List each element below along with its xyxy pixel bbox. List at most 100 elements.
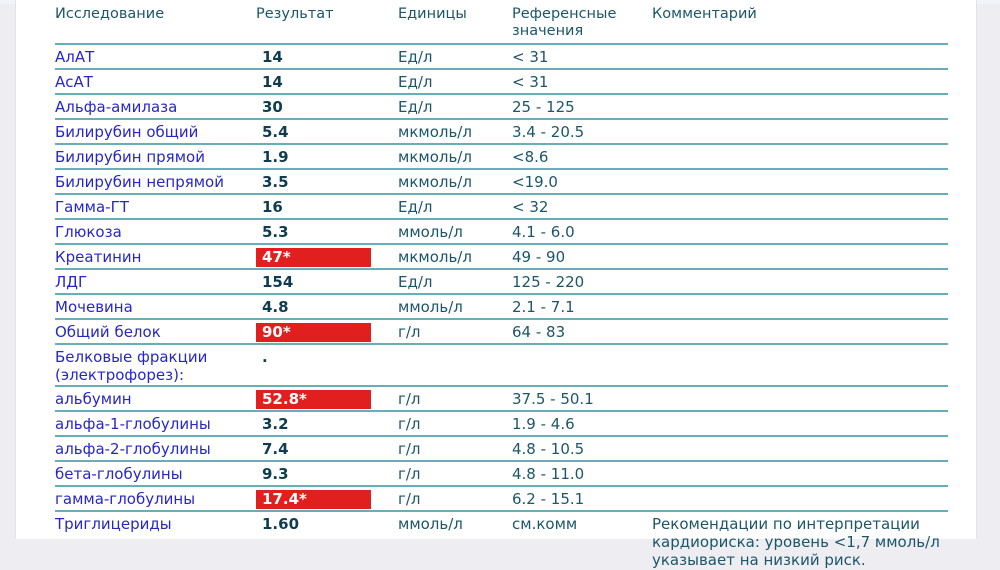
cell-test-name: Общий белок [55,319,256,345]
result-value: 154 [262,273,294,291]
cell-comment [652,436,948,462]
cell-reference: 37.5 - 50.1 [512,386,652,412]
cell-units: Ед/л [398,269,512,295]
result-value: 30 [262,98,283,116]
test-name: Гамма-ГТ [55,198,129,216]
cell-units: мкмоль/л [398,119,512,145]
result-value: 16 [262,198,283,216]
test-name: АлАТ [55,48,95,66]
table-row: альфа-1-глобулины 3.2 г/л 1.9 - 4.6 [55,411,948,437]
cell-units: г/л [398,436,512,462]
cell-comment [652,319,948,345]
test-name: бета-глобулины [55,465,183,483]
test-name: Билирубин общий [55,123,199,141]
cell-reference: 49 - 90 [512,244,652,270]
units-value: г/л [398,465,421,483]
table-row: альбумин 52.8* г/л 37.5 - 50.1 [55,386,948,412]
table-header-row: Исследование Результат Единицы Референсн… [55,4,948,45]
cell-units: Ед/л [398,194,512,220]
cell-units: ммоль/л [398,511,512,570]
result-value-flagged: 47* [256,248,371,267]
cell-units: мкмоль/л [398,244,512,270]
cell-comment [652,219,948,245]
table-row: Общий белок 90* г/л 64 - 83 [55,319,948,345]
table-row: ЛДГ 154 Ед/л 125 - 220 [55,269,948,295]
cell-units: г/л [398,386,512,412]
cell-test-name: Креатинин [55,244,256,270]
lab-results-table-container: Исследование Результат Единицы Референсн… [16,0,976,570]
result-value-flagged: 90* [256,323,371,342]
cell-reference: < 31 [512,69,652,95]
cell-comment [652,344,948,387]
cell-test-name: альфа-2-глобулины [55,436,256,462]
units-value: Ед/л [398,98,433,116]
result-value: 14 [262,73,283,91]
cell-result: 47* [256,244,398,270]
column-header-test: Исследование [55,4,256,45]
cell-units: г/л [398,461,512,487]
cell-reference: 4.8 - 10.5 [512,436,652,462]
test-name: Креатинин [55,248,142,266]
cell-test-name: ЛДГ [55,269,256,295]
cell-result: 90* [256,319,398,345]
result-value-flagged: 17.4* [256,490,371,509]
cell-test-name: Мочевина [55,294,256,320]
cell-test-name: бета-глобулины [55,461,256,487]
table-row: Билирубин непрямой 3.5 мкмоль/л <19.0 [55,169,948,195]
cell-result: 3.5 [256,169,398,195]
cell-test-name: АлАТ [55,44,256,70]
cell-test-name: Альфа-амилаза [55,94,256,120]
cell-result: 52.8* [256,386,398,412]
cell-test-name: АсАТ [55,69,256,95]
cell-reference: < 32 [512,194,652,220]
cell-result: . [256,344,398,387]
result-value: 4.8 [262,298,289,316]
cell-test-name: Триглицериды [55,511,256,570]
reference-value: 6.2 - 15.1 [512,490,585,508]
test-name: Общий белок [55,323,161,341]
cell-reference: <19.0 [512,169,652,195]
cell-result: 16 [256,194,398,220]
cell-reference: 2.1 - 7.1 [512,294,652,320]
cell-result: 4.8 [256,294,398,320]
units-value: Ед/л [398,273,433,291]
cell-units: ммоль/л [398,219,512,245]
cell-reference: <8.6 [512,144,652,170]
column-header-units: Единицы [398,4,512,45]
cell-comment [652,486,948,512]
table-row: бета-глобулины 9.3 г/л 4.8 - 11.0 [55,461,948,487]
units-value: г/л [398,323,421,341]
results-table-body: АлАТ 14 Ед/л < 31 АсАТ 14 Ед/л < 31 Альфа-амилаз… [55,44,948,570]
table-row: альфа-2-глобулины 7.4 г/л 4.8 - 10.5 [55,436,948,462]
cell-result: 7.4 [256,436,398,462]
reference-value: см.комм [512,515,578,533]
table-row: Альфа-амилаза 30 Ед/л 25 - 125 [55,94,948,120]
cell-comment [652,461,948,487]
cell-units: Ед/л [398,94,512,120]
cell-reference: 64 - 83 [512,319,652,345]
test-name: Мочевина [55,298,133,316]
cell-comment [652,144,948,170]
cell-reference: < 31 [512,44,652,70]
reference-value: 25 - 125 [512,98,575,116]
test-name: Билирубин непрямой [55,173,224,191]
result-value: 7.4 [262,440,289,458]
result-value: 3.5 [262,173,289,191]
cell-reference [512,344,652,387]
table-row: Билирубин прямой 1.9 мкмоль/л <8.6 [55,144,948,170]
reference-value: < 31 [512,48,549,66]
cell-reference: 1.9 - 4.6 [512,411,652,437]
column-header-result: Результат [256,4,398,45]
cell-result: 3.2 [256,411,398,437]
result-value: . [262,348,268,366]
table-row: Глюкоза 5.3 ммоль/л 4.1 - 6.0 [55,219,948,245]
reference-value: <8.6 [512,148,549,166]
units-value: ммоль/л [398,515,463,533]
reference-value: 4.8 - 11.0 [512,465,585,483]
cell-units: ммоль/л [398,294,512,320]
table-row: гамма-глобулины 17.4* г/л 6.2 - 15.1 [55,486,948,512]
cell-reference: 25 - 125 [512,94,652,120]
cell-reference: см.комм [512,511,652,570]
units-value: мкмоль/л [398,248,472,266]
cell-units: мкмоль/л [398,169,512,195]
